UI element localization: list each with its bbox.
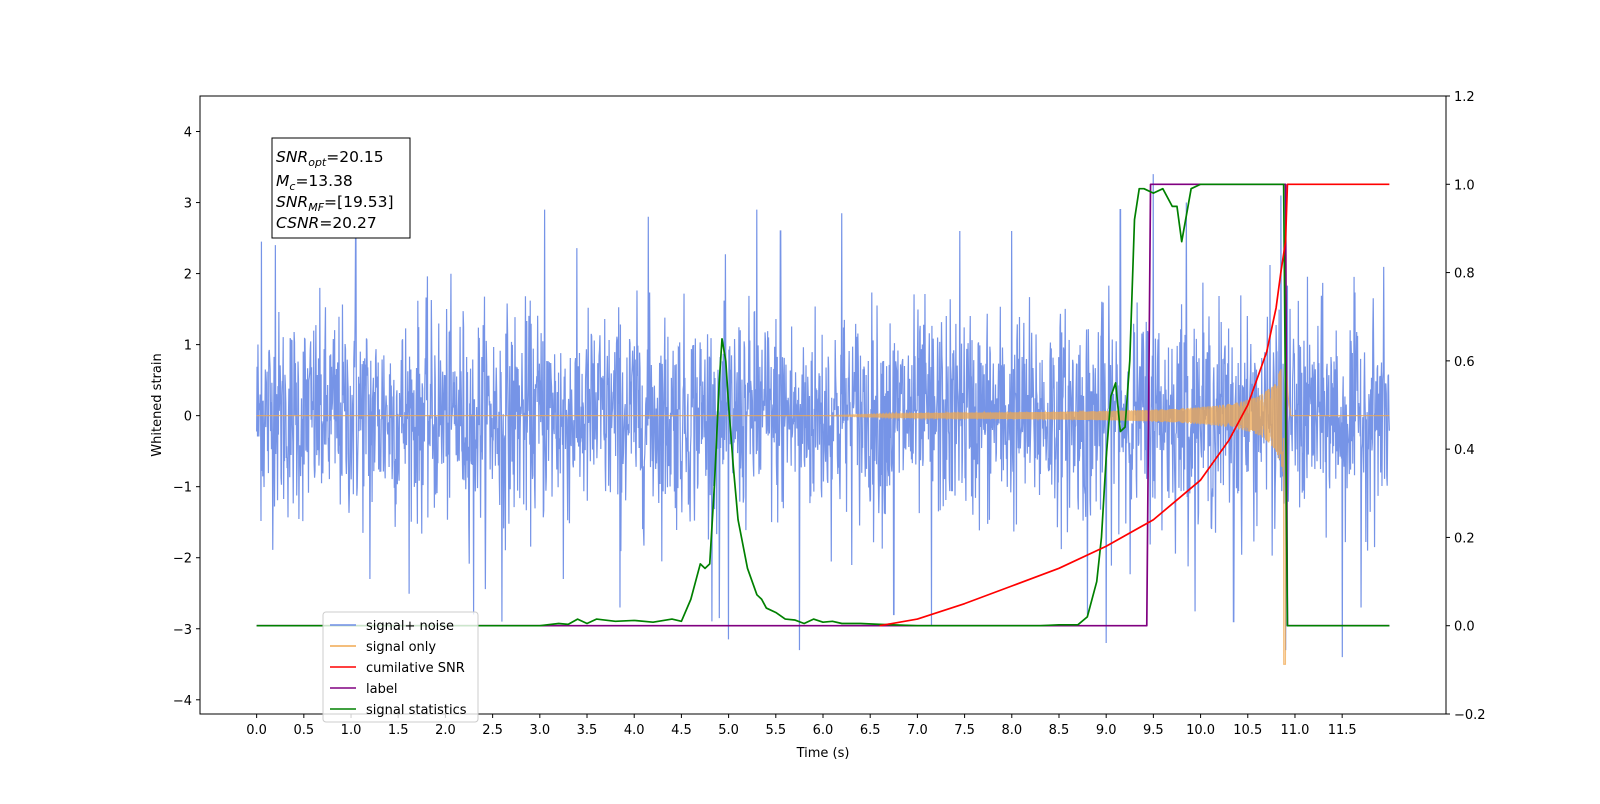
y-tick-label: 3 — [184, 197, 192, 212]
series-signal-statistics — [256, 183, 1390, 627]
x-tick-label: 1.5 — [388, 723, 409, 738]
annotation-mc: Mc=13.38 — [276, 172, 353, 193]
x-tick-label: 2.5 — [482, 723, 503, 738]
y-right-tick-label: 0.0 — [1454, 620, 1475, 635]
y-right-tick-label: 1.0 — [1454, 178, 1475, 193]
y-tick-label: 4 — [184, 126, 192, 141]
series-signal-only — [256, 316, 1390, 665]
legend-label-signal-statistics: signal statistics — [366, 703, 467, 718]
x-tick-label: 11.0 — [1280, 723, 1309, 738]
y-axis-left: 4 3 2 1 0 −1 −2 −3 −4 — [173, 126, 200, 709]
legend-label-cumulative-snr: cumilative SNR — [366, 661, 465, 676]
x-tick-label: 7.5 — [954, 723, 975, 738]
x-tick-label: 0.5 — [293, 723, 314, 738]
x-tick-label: 9.0 — [1096, 723, 1117, 738]
y-right-tick-label: −0.2 — [1454, 708, 1486, 723]
x-tick-label: 3.0 — [529, 723, 550, 738]
y-right-tick-label: 0.2 — [1454, 531, 1475, 546]
y-right-tick-label: 0.8 — [1454, 267, 1475, 282]
y-tick-label: −1 — [173, 481, 192, 496]
x-axis-title: Time (s) — [796, 746, 850, 761]
annotation-snr-mf: SNRMF=[19.53] — [276, 193, 394, 214]
x-tick-label: 9.5 — [1143, 723, 1164, 738]
x-tick-label: 8.0 — [1001, 723, 1022, 738]
y-right-tick-label: 0.4 — [1454, 443, 1475, 458]
x-tick-label: 1.0 — [341, 723, 362, 738]
x-tick-label: 6.5 — [860, 723, 881, 738]
x-tick-label: 5.0 — [718, 723, 739, 738]
x-tick-label: 0.0 — [246, 723, 267, 738]
y-right-tick-label: 0.6 — [1454, 355, 1475, 370]
series-signal-noise — [256, 174, 1390, 658]
x-tick-label: 3.5 — [577, 723, 598, 738]
y-axis-title: Whitened strain — [150, 353, 165, 456]
x-tick-label: 4.0 — [624, 723, 645, 738]
x-tick-label: 10.0 — [1186, 723, 1215, 738]
y-tick-label: −2 — [173, 552, 192, 567]
y-right-tick-label: 1.2 — [1454, 90, 1475, 105]
x-tick-label: 8.5 — [1049, 723, 1070, 738]
y-tick-label: −3 — [173, 623, 192, 638]
legend-label-signal-only: signal only — [366, 640, 436, 655]
x-tick-label: 7.0 — [907, 723, 928, 738]
plot-area — [256, 174, 1390, 665]
y-axis-right: 1.2 1.0 0.8 0.6 0.4 0.2 0.0 −0.2 — [1446, 90, 1486, 723]
y-tick-label: 0 — [184, 410, 192, 425]
legend-label-label: label — [366, 682, 397, 697]
legend-label-signal-noise: signal+ noise — [366, 619, 454, 634]
x-tick-label: 4.5 — [671, 723, 692, 738]
x-tick-label: 2.0 — [435, 723, 456, 738]
series-cumulative-snr — [879, 183, 1390, 627]
x-axis: 0.0 0.5 1.0 1.5 2.0 2.5 3.0 3.5 4.0 4.5 5.0 5.5 6.0 6… — [246, 714, 1357, 738]
annotation-csnr: CSNR=20.27 — [276, 214, 377, 232]
y-tick-label: 1 — [184, 339, 192, 354]
legend: signal+ noise signal only cumilative SNR… — [322, 611, 479, 723]
annotation-box: SNRopt=20.15 Mc=13.38 SNRMF=[19.53] CSNR… — [271, 137, 411, 239]
x-tick-label: 5.5 — [765, 723, 786, 738]
y-tick-label: −4 — [173, 694, 192, 709]
x-tick-label: 11.5 — [1328, 723, 1357, 738]
y-tick-label: 2 — [184, 268, 192, 283]
annotation-snr-opt: SNRopt=20.15 — [276, 148, 384, 169]
x-tick-label: 10.5 — [1233, 723, 1262, 738]
x-tick-label: 6.0 — [813, 723, 834, 738]
